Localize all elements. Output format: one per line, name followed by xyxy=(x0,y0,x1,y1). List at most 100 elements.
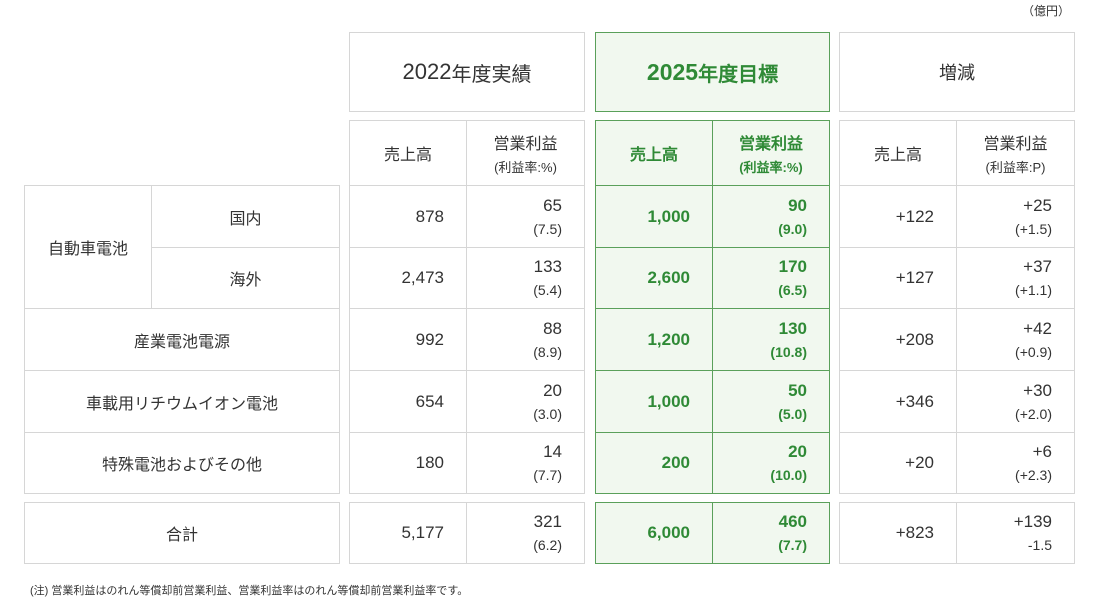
subheader-actual-profit-label: 営業利益 xyxy=(493,136,558,153)
cell-industrial-a-profit: 88 (8.9) xyxy=(466,308,585,371)
cell-industrial-a-sales: 992 xyxy=(349,308,467,371)
cell-overseas-t-profit: 170 (6.5) xyxy=(712,247,830,309)
cell-value: 65 xyxy=(543,195,562,215)
cell-value: +25 xyxy=(1023,195,1052,215)
cell-total-t-sales: 6,000 xyxy=(595,502,713,564)
subheader-target-sales-label: 売上高 xyxy=(629,147,678,164)
subheader-change-profit: 営業利益 (利益率:P) xyxy=(956,120,1075,186)
cell-total-a-profit: 321 (6.2) xyxy=(466,502,585,564)
cell-value: +6 xyxy=(1032,442,1052,461)
cell-industrial-t-profit: 130 (10.8) xyxy=(712,308,830,371)
cell-margin: (6.5) xyxy=(778,282,807,298)
cell-value: 90 xyxy=(788,195,807,215)
cell-margin: (7.7) xyxy=(533,467,562,483)
cell-total-c-sales: +823 xyxy=(839,502,957,564)
cell-margin: (5.4) xyxy=(533,282,562,298)
cell-value: 20 xyxy=(788,442,807,461)
cell-industrial-t-sales: 1,200 xyxy=(595,308,713,371)
cell-overseas-c-profit: +37 (+1.1) xyxy=(956,247,1075,309)
cell-overseas-a-profit: 133 (5.4) xyxy=(466,247,585,309)
cell-value: +37 xyxy=(1023,257,1052,276)
cell-margin: (9.0) xyxy=(778,220,807,237)
cell-industrial-c-sales: +208 xyxy=(839,308,957,371)
row-label-industrial: 産業電池電源 xyxy=(24,308,340,371)
cell-value: 88 xyxy=(543,318,562,338)
subheader-target-sales: 売上高 xyxy=(595,120,713,186)
cell-margin: (+0.9) xyxy=(1015,343,1052,360)
cell-industrial-c-profit: +42 (+0.9) xyxy=(956,308,1075,371)
cell-margin: (7.5) xyxy=(533,220,562,237)
cell-total-t-profit: 460 (7.7) xyxy=(712,502,830,564)
cell-total-a-sales: 5,177 xyxy=(349,502,467,564)
cell-margin: (6.2) xyxy=(533,537,562,553)
cell-domestic-c-sales: +122 xyxy=(839,185,957,248)
subheader-actual-margin-label: (利益率:%) xyxy=(494,160,557,175)
cell-lithium-t-profit: 50 (5.0) xyxy=(712,370,830,433)
row-label-total: 合計 xyxy=(24,502,340,564)
cell-lithium-c-sales: +346 xyxy=(839,370,957,433)
subheader-change-sales: 売上高 xyxy=(839,120,957,186)
cell-special-a-profit: 14 (7.7) xyxy=(466,432,585,494)
cell-lithium-a-profit: 20 (3.0) xyxy=(466,370,585,433)
cell-value: 50 xyxy=(788,380,807,400)
cell-overseas-c-sales: +127 xyxy=(839,247,957,309)
cell-margin: (8.9) xyxy=(533,343,562,360)
cell-special-t-sales: 200 xyxy=(595,432,713,494)
header-target: 2025 年度目標 xyxy=(595,32,830,112)
row-label-auto-group: 自動車電池 xyxy=(24,185,152,309)
cell-margin: -1.5 xyxy=(1027,537,1052,553)
cell-special-c-sales: +20 xyxy=(839,432,957,494)
cell-lithium-c-profit: +30 (+2.0) xyxy=(956,370,1075,433)
header-actual-year: 2022 xyxy=(402,59,452,84)
cell-value: 460 xyxy=(778,512,807,531)
subheader-actual-sales-label: 売上高 xyxy=(383,147,432,164)
row-label-overseas: 海外 xyxy=(151,247,340,309)
header-actual-label: 年度実績 xyxy=(451,63,532,86)
cell-domestic-t-sales: 1,000 xyxy=(595,185,713,248)
header-target-year: 2025 xyxy=(646,58,699,85)
cell-total-c-profit: +139 -1.5 xyxy=(956,502,1075,564)
cell-domestic-c-profit: +25 (+1.5) xyxy=(956,185,1075,248)
subheader-target-profit-label: 営業利益 xyxy=(738,136,803,153)
subheader-change-sales-label: 売上高 xyxy=(873,147,922,164)
cell-value: +139 xyxy=(1013,512,1052,531)
subheader-actual-sales: 売上高 xyxy=(349,120,467,186)
row-label-special: 特殊電池およびその他 xyxy=(24,432,340,494)
cell-special-a-sales: 180 xyxy=(349,432,467,494)
row-label-domestic: 国内 xyxy=(151,185,340,248)
cell-margin: (3.0) xyxy=(533,405,562,422)
cell-domestic-t-profit: 90 (9.0) xyxy=(712,185,830,248)
header-target-label: 年度目標 xyxy=(698,63,779,86)
cell-margin: (+2.0) xyxy=(1015,405,1052,422)
cell-margin: (+2.3) xyxy=(1015,467,1052,483)
cell-value: +30 xyxy=(1023,380,1052,400)
header-actual: 2022 年度実績 xyxy=(349,32,585,112)
cell-value: 130 xyxy=(778,318,807,338)
cell-value: 133 xyxy=(533,257,562,276)
cell-overseas-t-sales: 2,600 xyxy=(595,247,713,309)
cell-margin: (+1.5) xyxy=(1015,220,1052,237)
header-change: 増減 xyxy=(839,32,1075,112)
cell-value: +42 xyxy=(1023,318,1052,338)
cell-special-t-profit: 20 (10.0) xyxy=(712,432,830,494)
cell-overseas-a-sales: 2,473 xyxy=(349,247,467,309)
cell-lithium-t-sales: 1,000 xyxy=(595,370,713,433)
row-label-lithium: 車載用リチウムイオン電池 xyxy=(24,370,340,433)
footnote: (注) 営業利益はのれん等償却前営業利益、営業利益率はのれん等償却前営業利益率で… xyxy=(30,585,469,597)
cell-lithium-a-sales: 654 xyxy=(349,370,467,433)
subheader-change-profit-label: 営業利益 xyxy=(983,136,1048,153)
cell-margin: (10.0) xyxy=(770,467,807,483)
unit-label: （億円） xyxy=(1021,4,1070,18)
cell-margin: (+1.1) xyxy=(1015,282,1052,298)
subheader-target-margin-label: (利益率:%) xyxy=(739,160,803,175)
cell-value: 14 xyxy=(543,442,562,461)
cell-value: 20 xyxy=(543,380,562,400)
subheader-actual-profit: 営業利益 (利益率:%) xyxy=(466,120,585,186)
subheader-change-margin-label: (利益率:P) xyxy=(985,160,1046,175)
cell-margin: (10.8) xyxy=(770,343,807,360)
cell-margin: (7.7) xyxy=(778,537,807,553)
subheader-target-profit: 営業利益 (利益率:%) xyxy=(712,120,830,186)
cell-margin: (5.0) xyxy=(778,405,807,422)
cell-special-c-profit: +6 (+2.3) xyxy=(956,432,1075,494)
cell-value: 321 xyxy=(533,512,562,531)
